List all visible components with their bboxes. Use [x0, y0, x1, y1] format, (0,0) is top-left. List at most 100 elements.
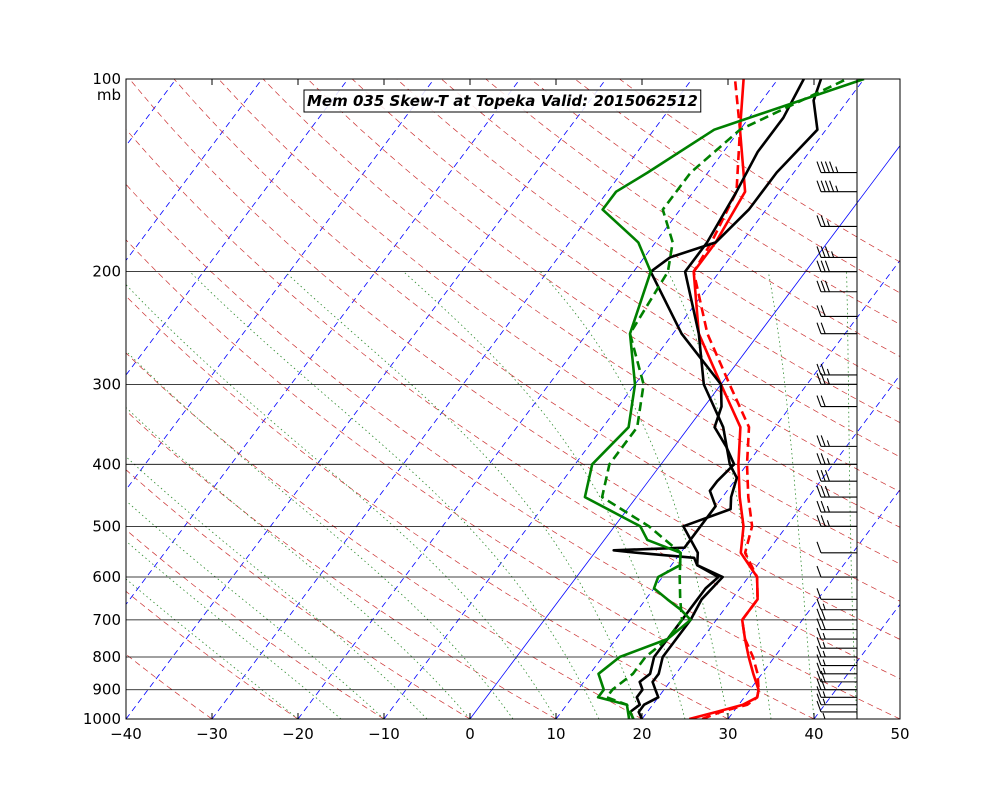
wind-barb-flag	[824, 246, 830, 258]
wind-barb	[816, 435, 857, 447]
isotherm-line	[297, 79, 779, 719]
wind-barb	[816, 686, 857, 698]
wind-barb-flag	[816, 215, 822, 227]
wind-barb-flag	[820, 161, 826, 173]
wind-barb-flag	[820, 500, 826, 513]
moist-adiabat-line	[189, 271, 600, 719]
wind-barb-flag	[820, 395, 826, 407]
wind-barb	[816, 322, 857, 335]
wind-barb-flag	[816, 645, 822, 658]
wind-barb	[821, 712, 857, 720]
y-tick-label: 300	[92, 375, 121, 393]
wind-barb-flag	[816, 636, 822, 649]
wind-barb-flag	[816, 654, 822, 666]
wind-barb	[816, 618, 857, 631]
sounding-profile-line	[628, 79, 805, 719]
dry-adiabat-line	[126, 469, 471, 719]
wind-barb-flag	[816, 598, 822, 610]
wind-barb	[816, 515, 857, 527]
x-tick-label: 30	[718, 725, 737, 743]
dry-adiabat-line	[126, 590, 299, 719]
wind-barb-flag	[822, 698, 826, 705]
wind-barb-flag	[816, 435, 822, 447]
isotherm-line	[0, 79, 4, 719]
wind-barb-flag	[829, 161, 835, 173]
moist-adiabat-line	[540, 271, 729, 719]
wind-barb	[816, 654, 857, 667]
wind-barb-flag	[820, 280, 826, 292]
wind-barb	[816, 469, 857, 482]
x-tick-label: −10	[368, 725, 400, 743]
wind-barb-flag	[826, 520, 830, 527]
wind-barb-flag	[816, 627, 822, 640]
wind-barb-flag	[816, 322, 822, 334]
wind-barb-flag	[816, 180, 822, 192]
x-tick-label: −20	[282, 725, 314, 743]
wind-barb	[816, 645, 857, 658]
sounding-profile-line	[583, 79, 865, 719]
wind-barb	[816, 588, 857, 600]
moist-adiabat-line	[126, 456, 428, 719]
dry-adiabat-line	[126, 410, 557, 719]
wind-barb-flag	[816, 485, 822, 498]
wind-barb-flag	[822, 650, 826, 658]
wind-barb	[816, 246, 857, 258]
wind-barb	[816, 180, 857, 193]
wind-barb-flag	[820, 215, 826, 227]
isotherm-line	[383, 79, 865, 719]
wind-barb-flag	[820, 608, 826, 621]
isotherm-line	[126, 79, 435, 491]
wind-barb	[816, 636, 857, 649]
x-tick-label: 10	[546, 725, 565, 743]
dry-adiabat-line	[619, 79, 900, 263]
wind-barb-flag	[816, 395, 822, 407]
wind-barb-flag	[824, 485, 830, 498]
x-tick-label: 20	[632, 725, 651, 743]
dry-adiabat-line	[218, 79, 900, 565]
y-tick-label: 100	[92, 70, 121, 88]
wind-barb-flag	[831, 251, 835, 258]
sounding-profile-line	[600, 79, 848, 719]
wind-barb-flag	[816, 693, 822, 705]
wind-barb-flag	[820, 670, 826, 683]
wind-barb-flag	[820, 453, 826, 465]
x-tick-label: 40	[804, 725, 823, 743]
wind-barb	[816, 161, 857, 174]
wind-barb-flag	[816, 305, 822, 317]
dry-adiabat-line	[530, 79, 900, 325]
wind-barb-flag	[822, 603, 826, 610]
wind-barb	[816, 662, 857, 675]
wind-barb-flag	[816, 678, 822, 690]
axis-ticks: −40 −30 −20 −10 0 10 20 30 40 50 100 200 300 400 500 60…	[83, 70, 910, 743]
wind-barb-flag	[816, 618, 822, 630]
wind-barb-flag	[816, 469, 822, 482]
isotherm-line	[126, 79, 177, 147]
isotherm-line	[126, 79, 349, 376]
isotherm-line	[727, 489, 900, 719]
wind-barb	[816, 670, 857, 683]
dry-adiabat-line	[126, 128, 900, 680]
y-tick-label: 800	[92, 648, 121, 666]
wind-barb-flag	[820, 485, 826, 498]
moist-adiabat-line	[126, 406, 471, 719]
wind-barbs	[816, 161, 857, 720]
wind-barb-flag	[816, 515, 822, 527]
wind-barb	[816, 453, 857, 465]
wind-barb-flag	[816, 161, 822, 173]
x-tick-label: 50	[890, 725, 909, 743]
wind-barb-flag	[835, 185, 839, 192]
isotherm-line	[126, 79, 607, 719]
y-axis-unit-label: mb	[97, 86, 121, 104]
wind-barb	[816, 565, 857, 578]
wind-barb-flag	[816, 280, 822, 292]
wind-barb	[816, 305, 857, 318]
isotherm-line	[641, 374, 900, 719]
isotherm-line	[555, 259, 900, 719]
wind-barb	[816, 608, 857, 621]
wind-barb-flag	[822, 632, 826, 640]
y-tick-label: 700	[92, 611, 121, 629]
wind-barb-flag	[820, 180, 826, 192]
wind-barb	[816, 280, 857, 293]
moist-adiabat-line	[126, 500, 385, 719]
wind-barb	[816, 260, 857, 273]
